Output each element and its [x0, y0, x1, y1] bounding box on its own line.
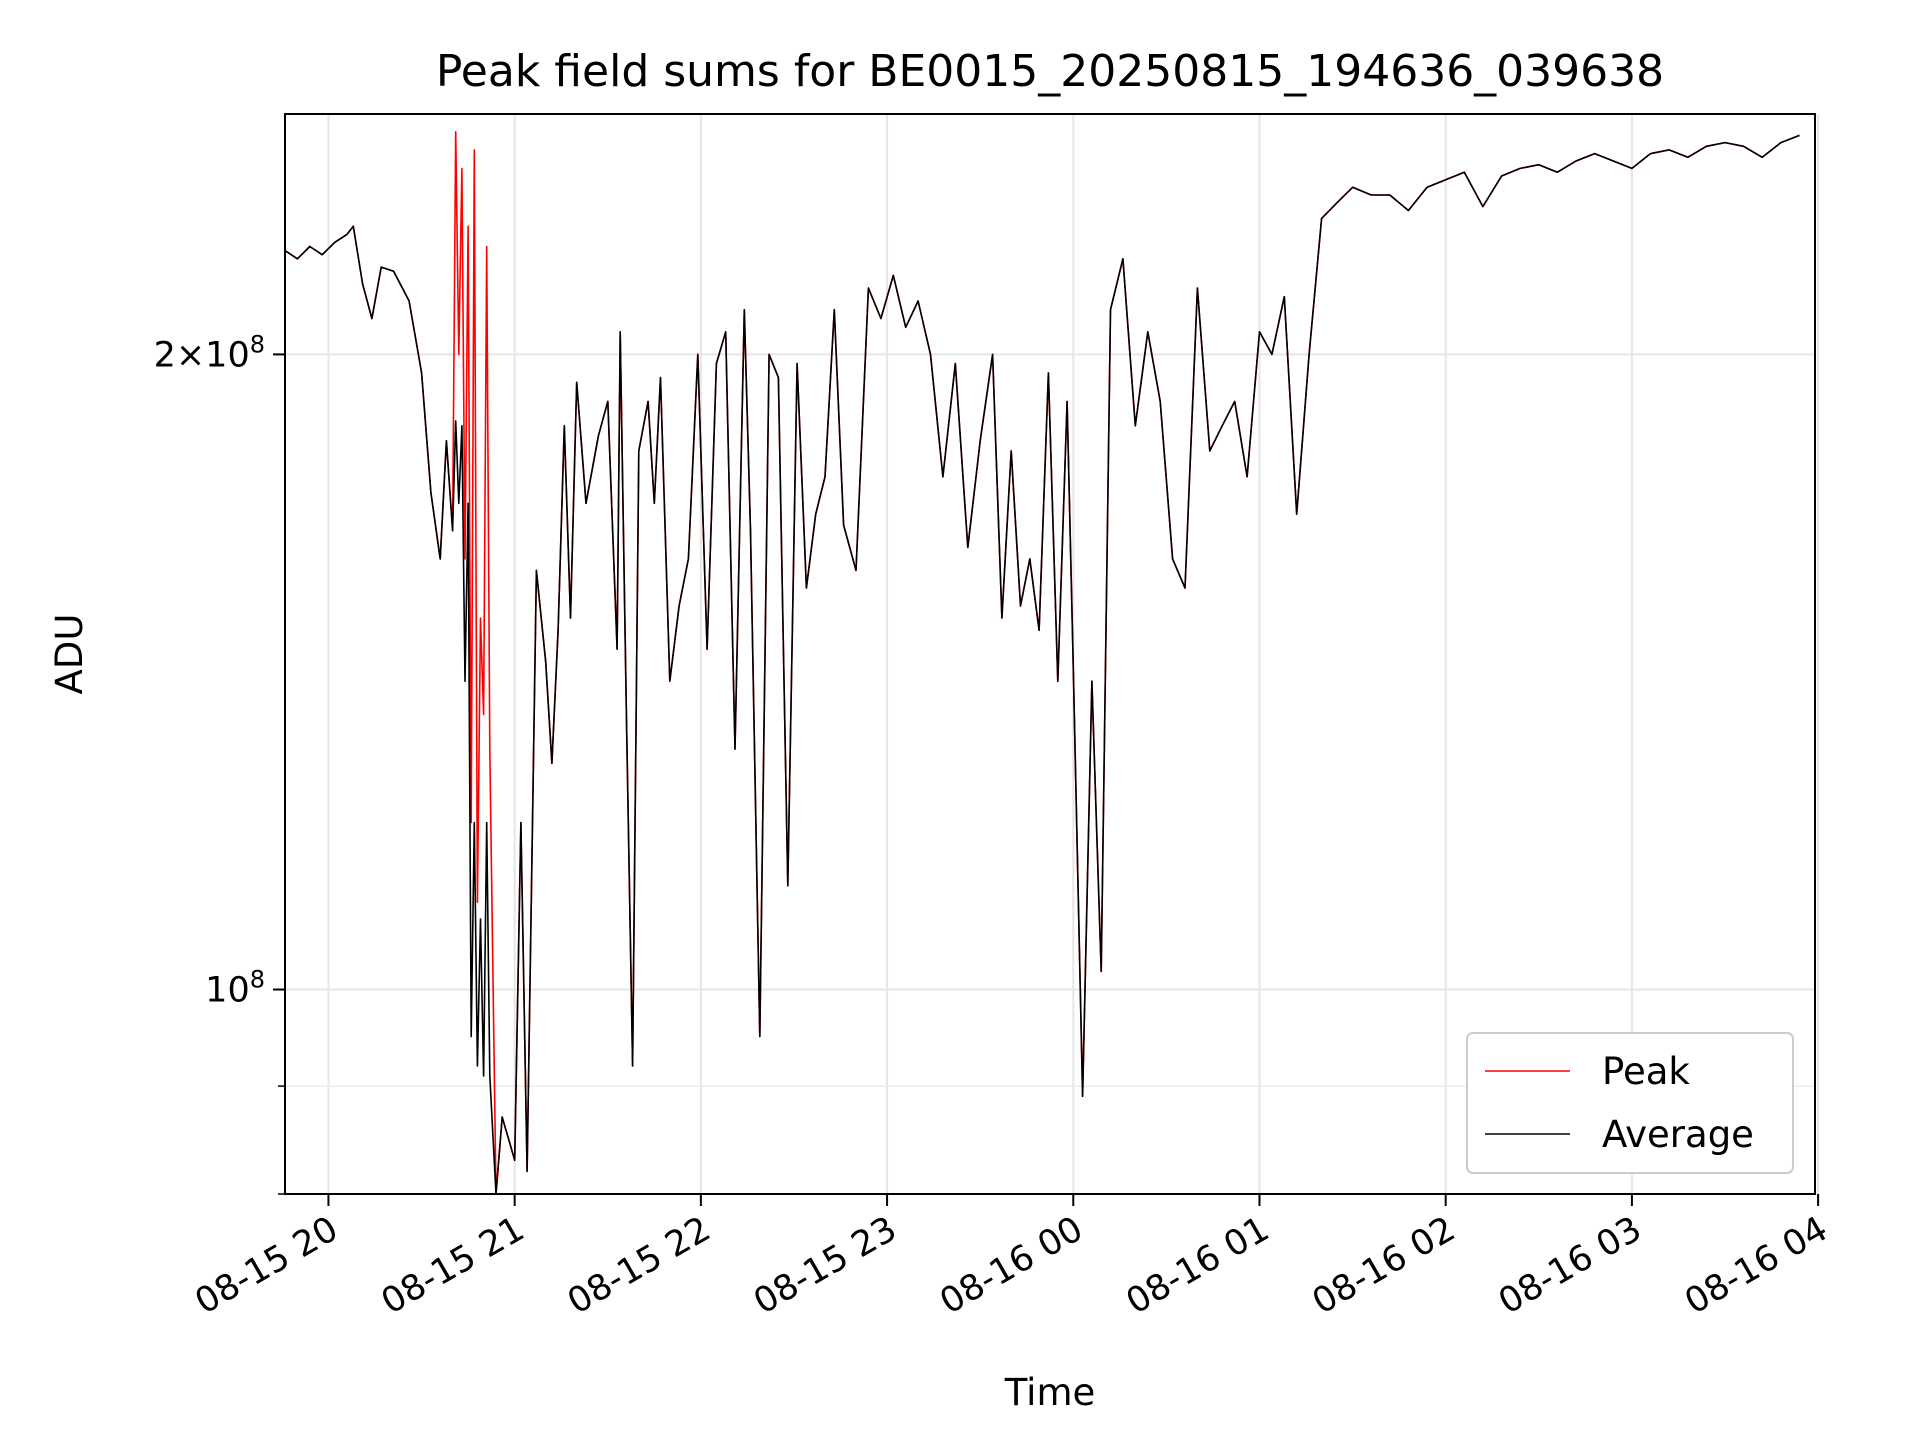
series-layer	[285, 131, 1800, 1194]
x-tick-label: 08-16 00	[933, 1209, 1089, 1322]
plot-frame	[284, 113, 1816, 1195]
x-tick-label: 08-16 02	[1306, 1209, 1462, 1322]
legend-label-average: Average	[1602, 1113, 1754, 1156]
x-axis-label: Time	[1004, 1371, 1096, 1414]
x-tick-label: 08-15 21	[375, 1209, 531, 1322]
x-tick-label: 08-15 22	[561, 1209, 717, 1322]
y-axis: 108 2×108	[154, 330, 285, 1195]
y-axis-label: ADU	[48, 614, 91, 695]
series-line-average	[285, 134, 1800, 1194]
x-axis: 08-15 20 08-15 21 08-15 22 08-15 23 08-16 00…	[189, 1194, 1835, 1322]
y-tick-label: 2×108	[154, 330, 265, 375]
y-tick-label: 108	[205, 966, 265, 1011]
x-tick-label: 08-16 04	[1678, 1209, 1834, 1322]
x-tick-label: 08-16 01	[1120, 1209, 1276, 1322]
chart-title: Peak field sums for BE0015_20250815_1946…	[436, 46, 1664, 97]
x-tick-label: 08-16 03	[1492, 1209, 1648, 1322]
x-tick-label: 08-15 23	[747, 1209, 903, 1322]
legend-frame	[1466, 1032, 1794, 1174]
x-tick-label: 08-15 20	[189, 1209, 345, 1322]
legend: Peak Average	[1466, 1032, 1794, 1174]
legend-label-peak: Peak	[1602, 1050, 1690, 1093]
